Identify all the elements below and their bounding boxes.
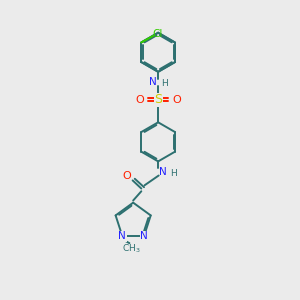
Text: N: N: [118, 231, 126, 241]
Text: N: N: [140, 231, 148, 241]
Text: H: H: [161, 79, 167, 88]
Text: N: N: [149, 77, 157, 87]
Text: Cl: Cl: [153, 29, 163, 39]
Text: O: O: [135, 95, 144, 105]
Text: CH$_3$: CH$_3$: [122, 243, 141, 255]
Text: N: N: [159, 167, 167, 177]
Text: H: H: [170, 169, 176, 178]
Text: S: S: [154, 93, 162, 106]
Text: O: O: [123, 170, 132, 181]
Text: O: O: [172, 95, 181, 105]
